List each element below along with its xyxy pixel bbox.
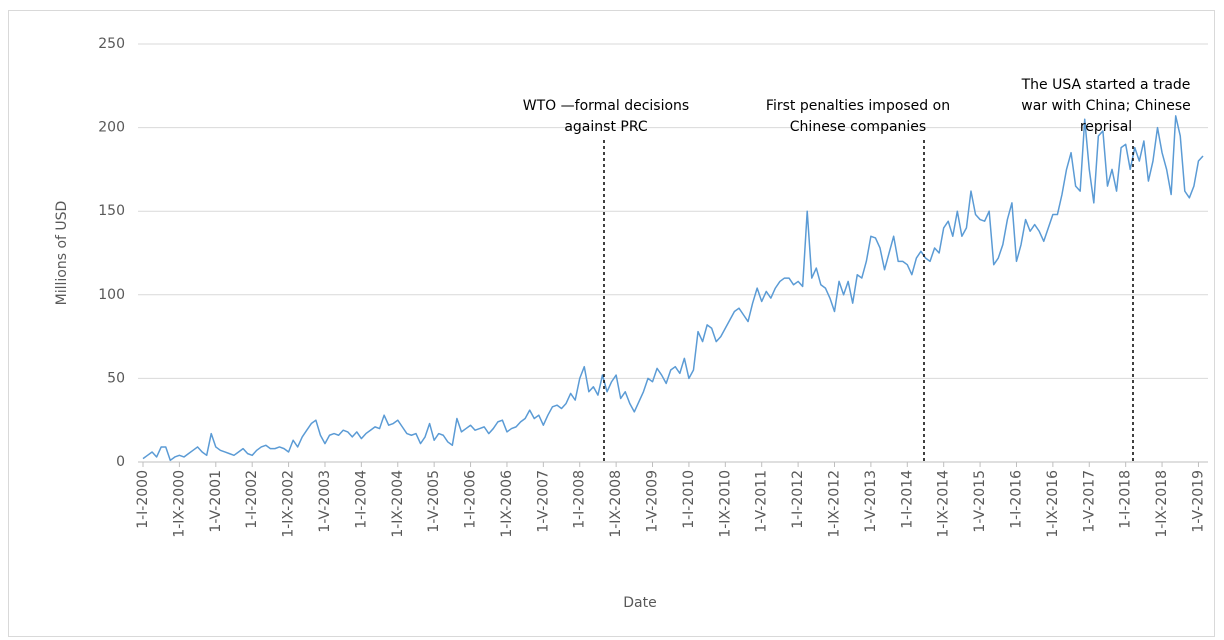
annotation-text: against PRC xyxy=(564,119,648,135)
x-tick-label: 1-V-2007 xyxy=(535,470,551,533)
x-tick-label: 1-I-2000 xyxy=(135,470,151,529)
x-tick-label: 1-IX-2008 xyxy=(608,470,624,538)
x-tick-label: 1-I-2016 xyxy=(1008,470,1024,529)
annotation-text: The USA started a trade xyxy=(1021,77,1191,93)
annotation-text: WTO —formal decisions xyxy=(523,98,689,114)
y-tick-label: 250 xyxy=(98,36,125,52)
x-tick-label: 1-IX-2006 xyxy=(499,470,515,538)
x-tick-label: 1-IX-2000 xyxy=(171,470,187,538)
annotation-text: war with China; Chinese xyxy=(1021,98,1190,114)
x-tick-label: 1-IX-2014 xyxy=(936,470,952,538)
x-tick-label: 1-I-2004 xyxy=(353,470,369,529)
y-axis-title: Millions of USD xyxy=(54,201,70,306)
y-tick-label: 150 xyxy=(98,203,125,219)
x-tick-label: 1-I-2008 xyxy=(572,470,588,529)
x-tick-label: 1-I-2018 xyxy=(1118,470,1134,529)
x-tick-label: 1-V-2005 xyxy=(426,470,442,533)
x-tick-label: 1-IX-2016 xyxy=(1045,470,1061,538)
x-tick-label: 1-V-2003 xyxy=(317,470,333,533)
data-line xyxy=(142,115,1204,462)
x-tick-label: 1-I-2010 xyxy=(681,470,697,529)
x-axis-title: Date xyxy=(623,595,656,611)
x-tick-label: 1-V-2015 xyxy=(972,470,988,533)
y-tick-label: 100 xyxy=(98,287,125,303)
x-tick-label: 1-IX-2012 xyxy=(827,470,843,538)
x-tick-label: 1-IX-2010 xyxy=(717,470,733,538)
x-tick-label: 1-I-2014 xyxy=(899,470,915,529)
x-tick-label: 1-V-2019 xyxy=(1190,470,1206,533)
x-tick-label: 1-V-2017 xyxy=(1081,470,1097,533)
x-tick-label: 1-V-2013 xyxy=(863,470,879,533)
annotation-text: Chinese companies xyxy=(790,119,926,135)
x-tick-label: 1-I-2012 xyxy=(790,470,806,529)
annotation-text: reprisal xyxy=(1080,119,1132,135)
x-tick-label: 1-IX-2002 xyxy=(281,470,297,538)
x-tick-label: 1-IX-2018 xyxy=(1154,470,1170,538)
y-tick-label: 50 xyxy=(107,370,125,386)
x-tick-label: 1-I-2002 xyxy=(244,470,260,529)
x-tick-label: 1-V-2009 xyxy=(645,470,661,533)
x-tick-label: 1-I-2006 xyxy=(463,470,479,529)
y-tick-label: 200 xyxy=(98,120,125,136)
annotation-text: First penalties imposed on xyxy=(766,98,950,114)
y-tick-label: 0 xyxy=(116,454,125,470)
x-tick-label: 1-IX-2004 xyxy=(390,470,406,538)
chart-frame xyxy=(8,10,1215,637)
x-tick-label: 1-V-2001 xyxy=(208,470,224,533)
x-tick-label: 1-V-2011 xyxy=(754,470,770,533)
